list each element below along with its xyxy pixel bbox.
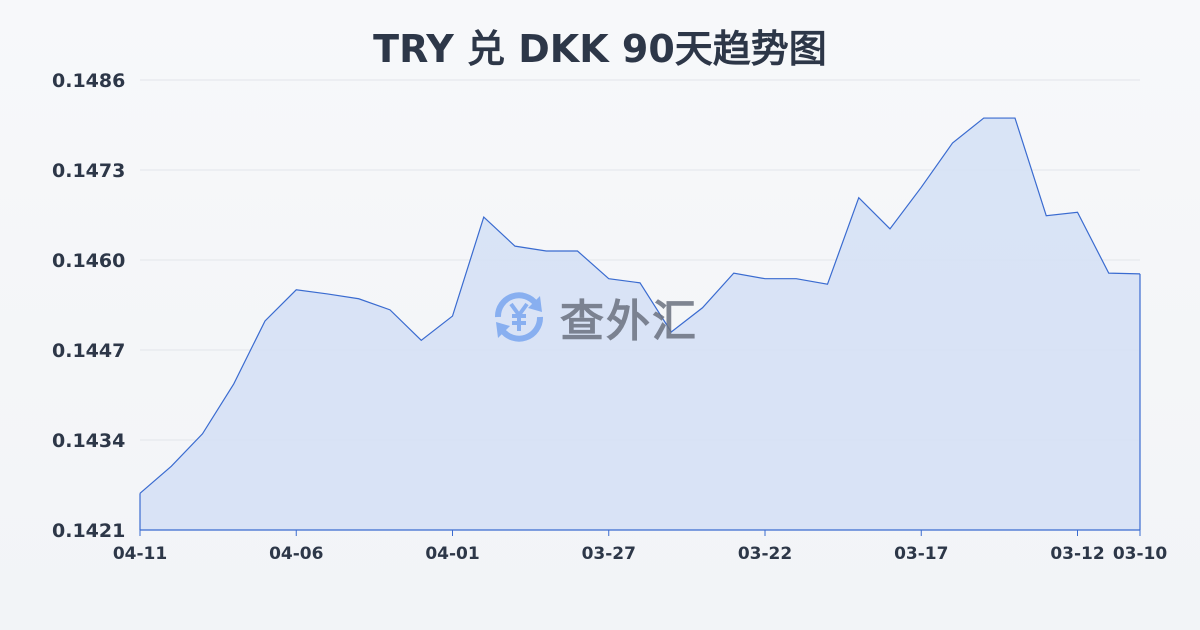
yen-exchange-icon bbox=[494, 292, 544, 342]
y-tick-label: 0.1434 bbox=[52, 430, 125, 452]
watermark-text: 查外汇 bbox=[560, 296, 698, 347]
x-tick-label: 03-22 bbox=[738, 544, 792, 564]
x-tick-label: 03-17 bbox=[894, 544, 948, 564]
y-tick-label: 0.1460 bbox=[52, 250, 125, 272]
x-tick-label: 04-01 bbox=[425, 544, 479, 564]
chart-title: TRY 兑 DKK 90天趋势图 bbox=[373, 27, 827, 71]
area-fill bbox=[140, 118, 1140, 531]
series-line bbox=[139, 117, 1141, 494]
y-tick-label: 0.1486 bbox=[52, 70, 125, 92]
x-tick-label: 04-06 bbox=[269, 544, 323, 564]
x-tick-label: 03-10 bbox=[1113, 544, 1168, 564]
watermark: 查外汇 bbox=[488, 285, 698, 349]
x-tick-label: 03-27 bbox=[582, 544, 636, 564]
y-tick-label: 0.1421 bbox=[52, 520, 125, 542]
y-tick-label: 0.1473 bbox=[52, 160, 125, 182]
x-tick-label: 03-12 bbox=[1050, 544, 1104, 564]
x-tick-label: 04-11 bbox=[113, 544, 167, 564]
y-tick-label: 0.1447 bbox=[52, 340, 125, 362]
